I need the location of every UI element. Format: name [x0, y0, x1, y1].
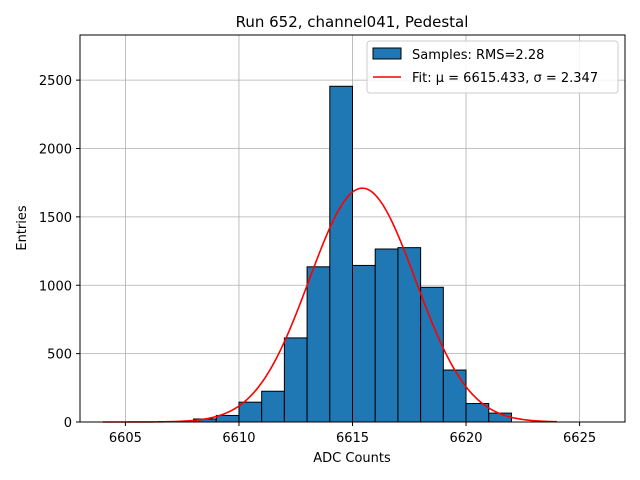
fit-curve-layer: [102, 187, 557, 423]
histogram-bar: [374, 248, 399, 423]
legend-swatch-histogram: [372, 47, 402, 60]
y-tick-label: 0: [64, 416, 72, 431]
x-tick-label: 6620: [449, 431, 482, 446]
legend-label-fit: Fit: μ = 6615.433, σ = 2.347: [412, 71, 598, 86]
y-tick-label: 1000: [39, 279, 72, 294]
legend-label-histogram: Samples: RMS=2.28: [412, 48, 544, 63]
fit-curve: [102, 187, 557, 423]
chart-title: Run 652, channel041, Pedestal: [236, 13, 469, 31]
legend-box: [366, 40, 619, 94]
x-axis-label: ADC Counts: [313, 451, 391, 466]
y-tick-label: 2000: [39, 143, 72, 158]
x-tick-label: 6605: [109, 431, 142, 446]
axis-ticks: 6605 6610 6615 6620 6625 0 500 1000 1500 2000 2500: [39, 74, 596, 446]
histogram-bar: [397, 247, 422, 423]
histogram-bar: [215, 414, 240, 423]
x-tick-label: 6615: [336, 431, 369, 446]
legend: Samples: RMS=2.28 Fit: μ = 6615.433, σ =…: [366, 40, 619, 94]
histogram-bar: [238, 401, 263, 423]
y-tick-label: 500: [47, 348, 72, 363]
histogram-bar: [261, 390, 285, 423]
y-tick-label: 2500: [39, 74, 72, 89]
histogram-bar: [420, 286, 444, 423]
histogram-bar: [329, 85, 353, 423]
histogram-bar: [352, 264, 376, 423]
y-tick-label: 1500: [39, 211, 72, 226]
histogram-bar: [283, 337, 308, 423]
histogram-bar: [306, 266, 331, 423]
y-axis-label: Entries: [15, 205, 30, 251]
x-tick-label: 6625: [563, 431, 596, 446]
histogram-bar: [442, 369, 467, 423]
x-tick-label: 6610: [222, 431, 255, 446]
histogram-bars: [193, 85, 512, 423]
